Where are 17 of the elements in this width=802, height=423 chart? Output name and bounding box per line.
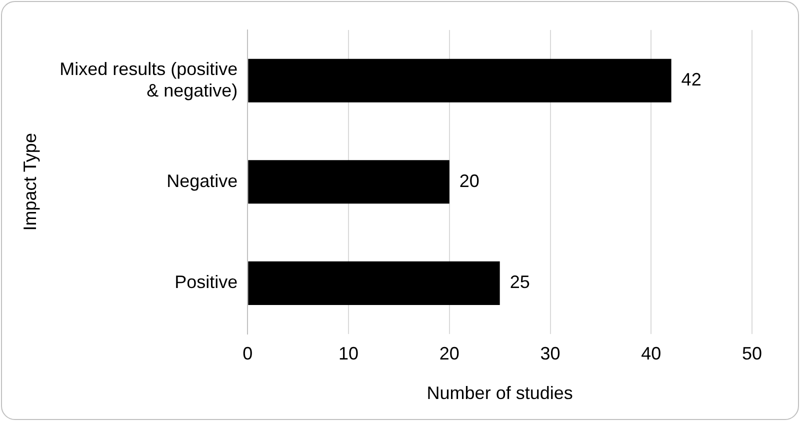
y-axis-title: Impact Type — [20, 133, 40, 231]
bar — [248, 261, 500, 305]
bar — [248, 160, 450, 204]
x-axis-title: Number of studies — [426, 383, 573, 404]
y-tick-label: Mixed results (positive & negative) — [60, 58, 238, 100]
y-tick-label: Negative — [166, 170, 238, 191]
x-tick-label: 30 — [540, 344, 560, 364]
x-tick-label: 10 — [338, 344, 359, 364]
data-label: 20 — [459, 170, 480, 191]
x-tick-label: 20 — [439, 344, 460, 364]
bar — [248, 58, 672, 102]
data-label: 42 — [681, 70, 702, 90]
x-tick-label: 40 — [641, 344, 662, 364]
x-tick-label: 0 — [242, 344, 253, 364]
data-label: 25 — [510, 272, 530, 292]
y-tick-label: Positive — [174, 272, 238, 292]
x-tick-label: 50 — [742, 344, 762, 364]
